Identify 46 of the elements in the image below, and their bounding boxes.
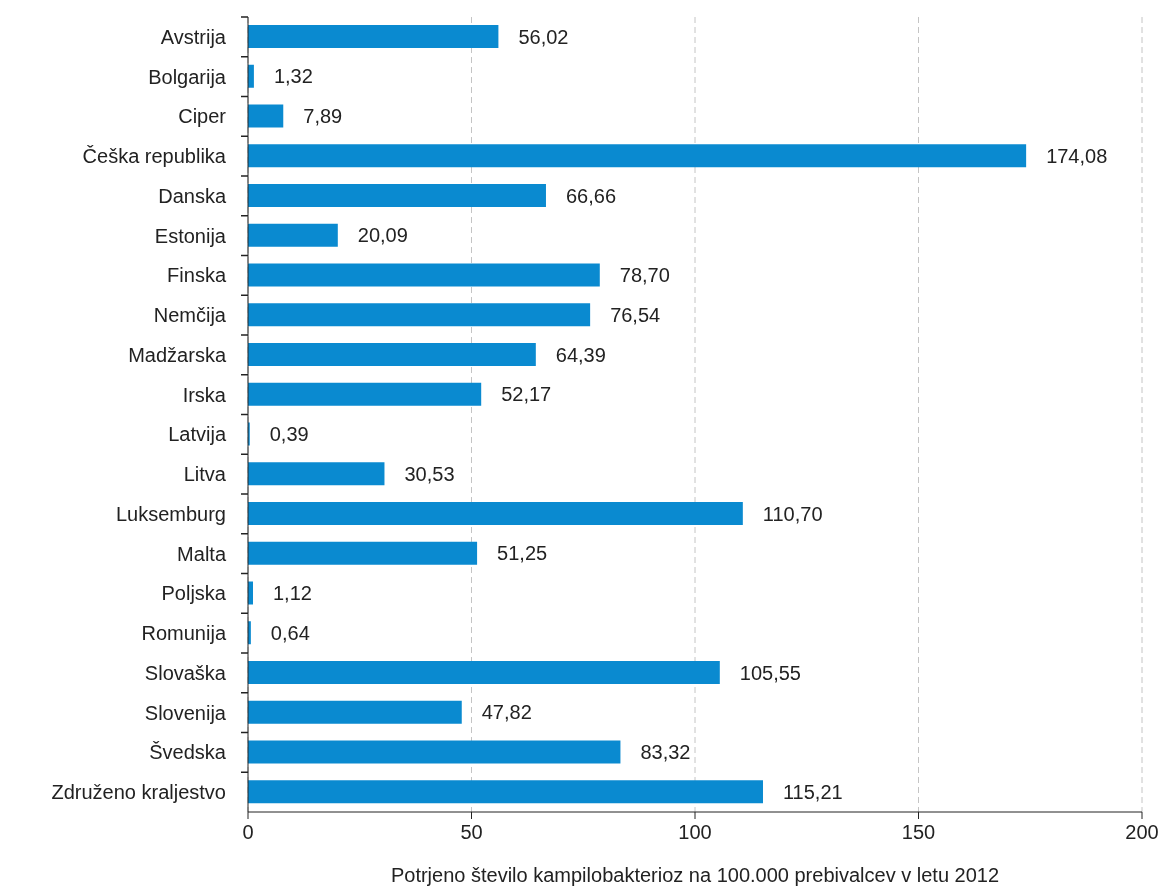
x-tick-label: 100 [678,821,712,844]
data-label: 66,66 [565,184,617,207]
y-tick-label: Nemčija [153,304,227,327]
data-label: 0,64 [270,621,310,644]
data-label: 174,08 [1046,144,1108,167]
y-tick-label: Švedska [149,741,227,764]
data-label: 115,21 [782,780,843,803]
x-axis-title: Potrjeno število kampilobakterioz na 100.000 prebivalcev v letu 2012 [390,864,1000,886]
data-label: 64,39 [555,343,606,366]
data-label: 76,54 [610,303,661,326]
y-tick-label: Češka republika [82,145,227,168]
y-tick-label: Finska [167,264,227,287]
y-tick-label: Slovenija [144,701,227,724]
y-tick-label: Danska [158,184,227,207]
data-label: 78,70 [619,264,670,287]
data-label: 20,09 [357,224,408,247]
data-label: 51,25 [497,542,548,565]
y-tick-label: Malta [177,542,227,565]
data-label: 105,55 [739,661,801,684]
y-tick-label: Latvija [168,423,227,446]
y-tick-label: Luksemburg [115,502,226,525]
data-label: 52,17 [501,383,552,406]
x-tick-label: 150 [901,821,936,844]
y-tick-label: Avstrija [160,25,227,48]
y-tick-label: Irska [182,383,227,406]
y-tick-label: Poljska [161,582,227,605]
y-tick-label: Estonija [154,224,227,247]
y-tick-label: Madžarska [128,343,227,366]
y-tick-label: Bolgarija [148,65,227,88]
y-tick-label: Združeno kraljestvo [51,781,226,804]
data-label: 30,53 [404,462,455,485]
y-tick-label: Slovaška [144,661,227,684]
y-tick-label: Litva [183,463,227,486]
x-tick-label: 200 [1125,821,1159,844]
data-label: 47,82 [481,701,532,724]
data-label: 1,32 [273,65,313,88]
y-tick-label: Romunija [141,622,227,645]
x-tick-label: 50 [460,821,483,844]
data-label: 83,32 [640,741,691,764]
data-label: 7,89 [303,105,343,128]
data-label: 110,70 [762,502,823,525]
data-label: 1,12 [273,582,312,605]
y-tick-label: Ciper [178,105,227,128]
data-label: 56,02 [518,25,569,48]
x-tick-label: 0 [242,821,254,844]
data-label: 0,39 [269,423,309,446]
